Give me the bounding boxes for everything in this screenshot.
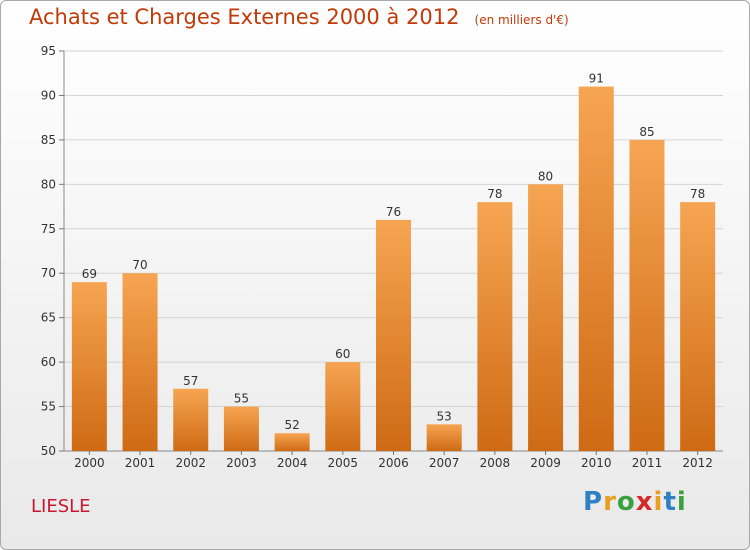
y-tick-label: 55 [41,400,56,414]
proxiti-logo: Proxiti [583,487,687,517]
y-tick-label: 50 [41,444,56,458]
x-tick-label: 2012 [682,456,713,470]
data-label: 55 [234,392,249,406]
y-tick-label: 90 [41,88,56,102]
data-label: 91 [589,72,604,86]
data-label: 69 [82,267,97,281]
bar [477,202,513,451]
data-label: 70 [132,258,147,272]
bar [376,219,411,451]
y-tick-label: 95 [41,44,56,58]
data-label: 57 [183,374,198,388]
logo-letter: t [663,487,677,517]
logo-letter: i [676,487,687,517]
chart-title: Achats et Charges Externes 2000 à 2012 [29,5,460,29]
data-labels: 69 70 57 55 52 60 76 53 78 80 91 85 78 [82,72,706,433]
logo-letter: P [583,487,604,517]
x-tick-label: 2007 [429,456,460,470]
x-tick-label: 2001 [125,456,156,470]
data-label: 76 [386,205,401,219]
bar [223,406,259,451]
bar [528,184,564,452]
bar [426,424,462,451]
x-tick-label: 2006 [378,456,409,470]
x-tick-label: 2004 [277,456,308,470]
data-label: 80 [538,169,553,183]
chart-header: Achats et Charges Externes 2000 à 2012 (… [29,5,569,29]
logo-letter: x [635,487,654,517]
bar [680,202,716,451]
bar [71,282,107,451]
axes: 50 55 60 65 70 75 80 85 90 95 2000 2001 2002 2003 2004… [41,44,723,470]
y-tick-label: 65 [41,311,56,325]
x-tick-label: 2008 [480,456,511,470]
x-tick-label: 2002 [175,456,206,470]
y-tick-label: 85 [41,133,56,147]
data-label: 52 [284,418,299,432]
x-tick-label: 2011 [632,456,663,470]
logo-letter: r [603,487,617,517]
x-tick-label: 2005 [328,456,359,470]
bar [122,273,158,451]
x-tick-label: 2003 [226,456,257,470]
bar [173,388,209,451]
data-label: 78 [487,187,502,201]
x-tick-label: 2010 [581,456,612,470]
y-tick-label: 80 [41,177,56,191]
x-tick-label: 2009 [530,456,561,470]
y-tick-label: 75 [41,222,56,236]
bar [578,86,614,452]
y-tick-label: 60 [41,355,56,369]
bar [325,362,361,451]
bar [274,433,310,451]
y-tick-label: 70 [41,266,56,280]
x-tick-label: 2000 [74,456,105,470]
city-name: LIESLE [31,496,91,517]
data-label: 78 [690,187,705,201]
bar [629,139,665,451]
data-label: 60 [335,347,350,361]
data-label: 53 [437,409,452,423]
chart-subtitle: (en milliers d'€) [474,13,569,27]
logo-letter: i [653,487,664,517]
data-label: 85 [639,125,654,139]
logo-letter: o [616,487,636,517]
bars [71,86,716,452]
